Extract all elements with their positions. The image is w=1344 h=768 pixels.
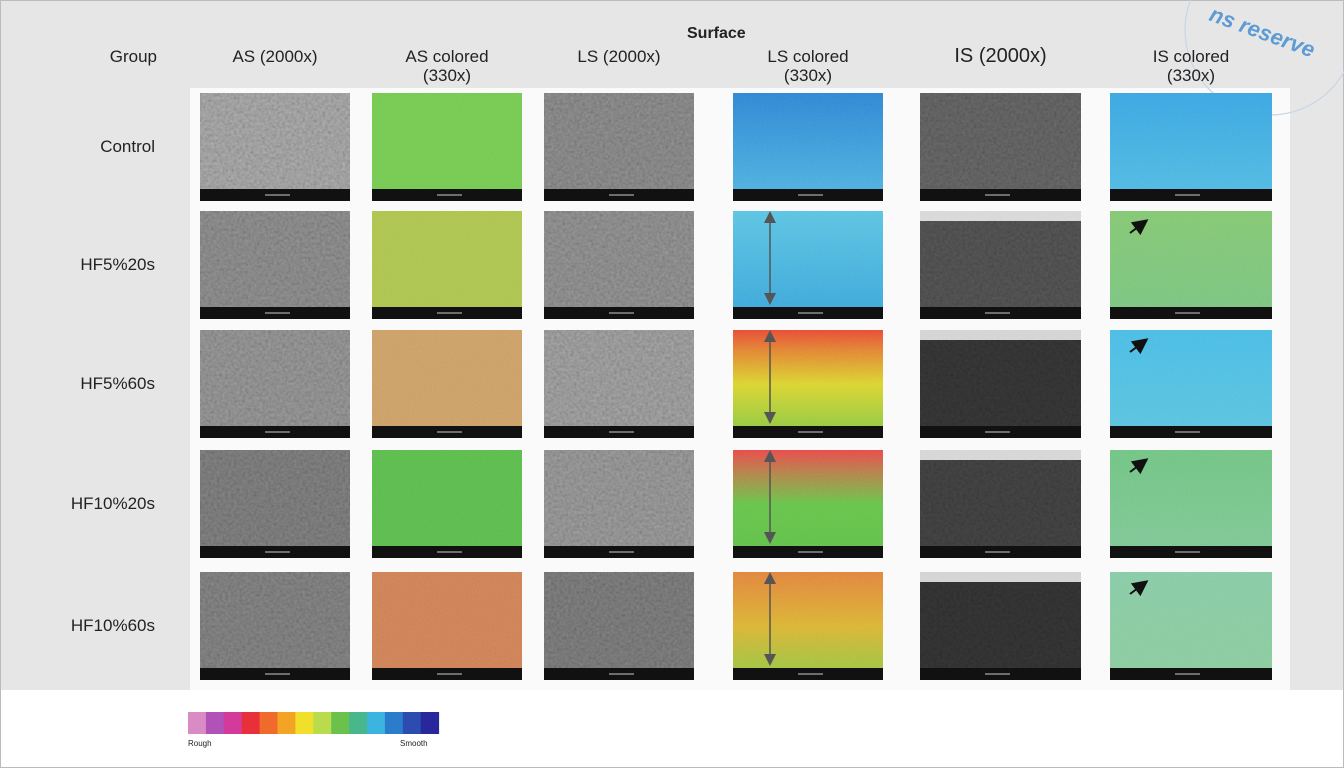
edge-highlight xyxy=(920,450,1081,460)
edge-highlight xyxy=(920,211,1081,221)
micrograph-texture xyxy=(920,211,1081,319)
micrograph-texture xyxy=(544,572,694,680)
row-label: HF10%60s xyxy=(5,616,155,635)
micrograph-texture xyxy=(920,572,1081,680)
scale-swatch xyxy=(188,712,206,734)
scale-swatch xyxy=(385,712,403,734)
scale-swatch xyxy=(403,712,421,734)
micrograph-texture xyxy=(920,93,1081,201)
micrograph-texture xyxy=(733,450,883,558)
micrograph-texture xyxy=(544,450,694,558)
column-header: AS (2000x) xyxy=(200,47,350,66)
scale-swatch xyxy=(295,712,313,734)
micrograph-texture xyxy=(372,93,522,201)
micrograph-texture xyxy=(200,572,350,680)
row-label: HF5%20s xyxy=(5,255,155,274)
scale-swatch xyxy=(278,712,296,734)
micrograph-texture xyxy=(200,450,350,558)
micrograph-texture xyxy=(1110,211,1272,319)
micrograph-texture xyxy=(733,93,883,201)
micrograph-texture xyxy=(1110,330,1272,438)
micrograph-texture xyxy=(200,93,350,201)
scale-swatch xyxy=(349,712,367,734)
micrograph-texture xyxy=(733,211,883,319)
scale-swatch xyxy=(331,712,349,734)
micrograph-texture xyxy=(1110,572,1272,680)
scale-swatch xyxy=(367,712,385,734)
scale-swatch xyxy=(313,712,331,734)
micrograph-texture xyxy=(200,330,350,438)
micrograph-texture xyxy=(920,330,1081,438)
column-header: AS colored (330x) xyxy=(397,47,497,85)
micrograph-texture xyxy=(372,211,522,319)
scale-swatch xyxy=(260,712,278,734)
micrograph-texture xyxy=(372,450,522,558)
edge-highlight xyxy=(920,330,1081,340)
group-label: Group xyxy=(7,47,157,66)
column-header: IS (2000x) xyxy=(926,47,1076,66)
figure-art: ns reserve xyxy=(0,0,1344,768)
micrograph-texture xyxy=(544,211,694,319)
legend-high: Smooth xyxy=(400,739,428,749)
column-header: LS (2000x) xyxy=(544,47,694,66)
row-label: HF5%60s xyxy=(5,374,155,393)
figure-page: ns reserve Surface Group AS (2000x) AS colo… xyxy=(0,0,1344,768)
micrograph-texture xyxy=(544,330,694,438)
legend-low: Rough xyxy=(188,739,212,749)
scale-swatch xyxy=(224,712,242,734)
micrograph-texture xyxy=(544,93,694,201)
micrograph-texture xyxy=(1110,93,1272,201)
micrograph-texture xyxy=(920,450,1081,558)
scale-swatch xyxy=(242,712,260,734)
header-title: Surface xyxy=(687,24,746,43)
micrograph-texture xyxy=(733,330,883,438)
micrograph-texture xyxy=(372,572,522,680)
scale-swatch xyxy=(206,712,224,734)
column-header: IS colored (330x) xyxy=(1141,47,1241,85)
row-label: Control xyxy=(5,137,155,156)
micrograph-texture xyxy=(372,330,522,438)
micrograph-texture xyxy=(733,572,883,680)
scale-swatch xyxy=(421,712,439,734)
row-label: HF10%20s xyxy=(5,494,155,513)
edge-highlight xyxy=(920,572,1081,582)
column-header: LS colored (330x) xyxy=(758,47,858,85)
micrograph-texture xyxy=(200,211,350,319)
micrograph-texture xyxy=(1110,450,1272,558)
